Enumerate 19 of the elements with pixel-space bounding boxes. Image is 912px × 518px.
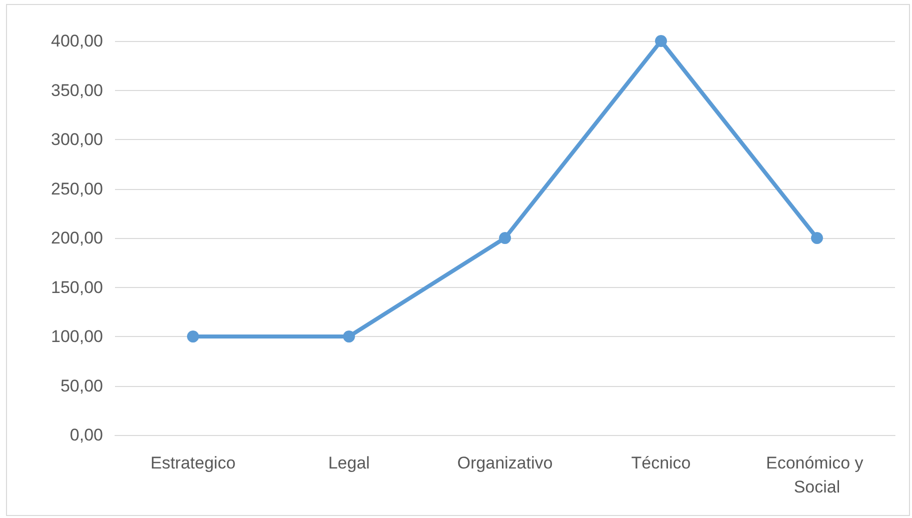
- x-tick-label: Organizativo: [457, 454, 553, 472]
- point: [343, 330, 355, 342]
- x-tick-label: Legal: [328, 454, 370, 472]
- y-tick-label: 400,00: [51, 32, 103, 50]
- point: [187, 330, 199, 342]
- y-tick-label: 0,00: [70, 426, 103, 444]
- y-tick-label: 200,00: [51, 228, 103, 248]
- y-tick-label: 300,00: [51, 130, 103, 149]
- y-tick-label: 350,00: [51, 80, 103, 100]
- y-tick-label: 250,00: [51, 179, 103, 198]
- x-tick-label: Estrategico: [150, 454, 236, 472]
- y-tick-label: 50,00: [60, 376, 103, 396]
- point: [811, 232, 823, 244]
- point: [655, 35, 667, 47]
- y-tick-label: 150,00: [51, 278, 103, 297]
- y-tick-label: 100,00: [51, 327, 103, 346]
- x-tick-label: Económico y Social: [766, 454, 868, 496]
- point: [499, 232, 511, 244]
- x-tick-label: Técnico: [631, 454, 691, 472]
